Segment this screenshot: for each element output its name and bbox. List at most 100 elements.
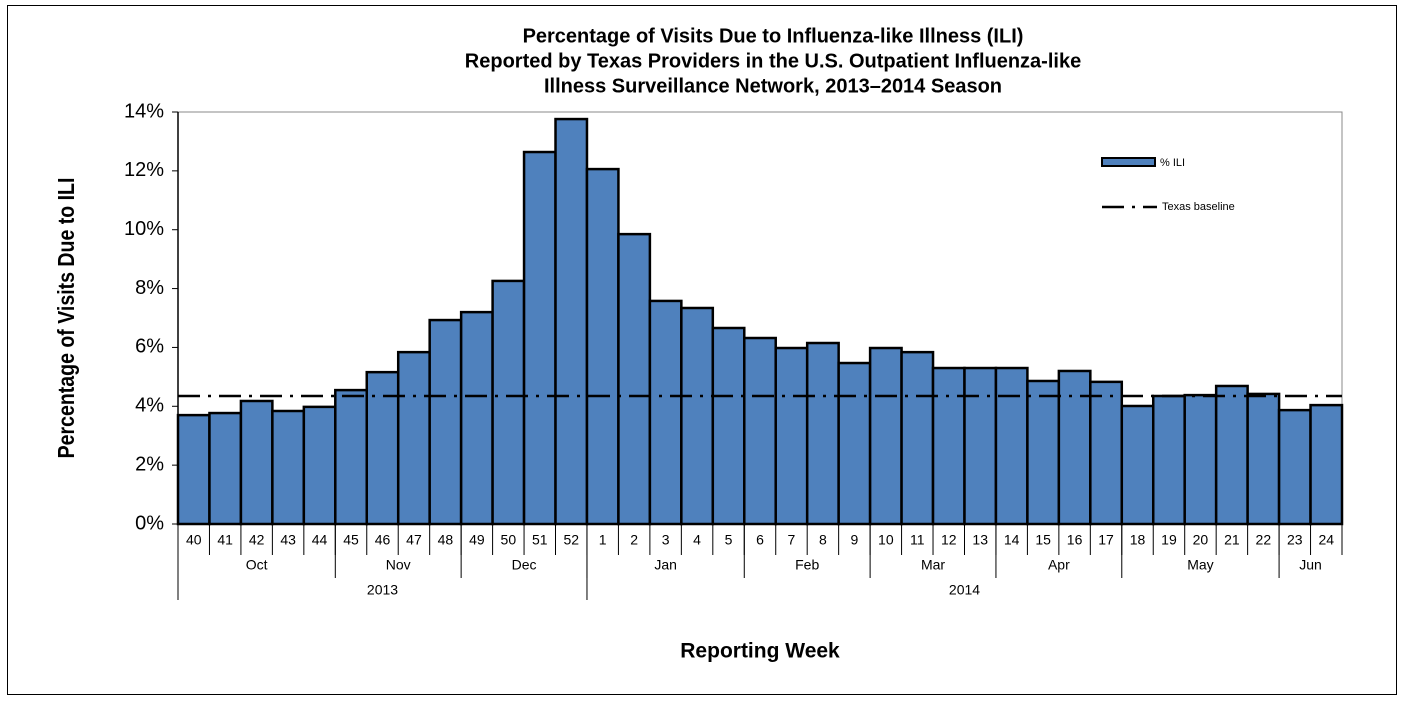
x-tick-label: 13 — [972, 532, 988, 548]
x-tick-label: 46 — [375, 532, 391, 548]
months-label: Nov — [386, 557, 411, 573]
x-tick-label: 18 — [1130, 532, 1146, 548]
x-tick-label: 41 — [217, 532, 233, 548]
x-tick-label: 42 — [249, 532, 265, 548]
bar — [334, 388, 369, 526]
y-tick-label: 10% — [124, 218, 164, 240]
bar — [994, 366, 1029, 526]
x-tick-label: 6 — [756, 532, 764, 548]
y-tick-label: 2% — [135, 453, 164, 475]
months-label: Jan — [654, 557, 677, 573]
y-tick-label: 12% — [124, 159, 164, 181]
x-tick-label: 9 — [850, 532, 858, 548]
bar — [743, 336, 777, 526]
months-label: May — [1187, 557, 1213, 573]
x-tick-label: 11 — [910, 532, 925, 548]
x-tick-label: 5 — [725, 532, 733, 548]
legend-label: Texas baseline — [1162, 201, 1235, 213]
x-tick-label: 24 — [1318, 532, 1334, 548]
x-tick-label: 47 — [406, 532, 422, 548]
x-tick-label: 3 — [662, 532, 670, 548]
x-tick-label: 16 — [1067, 532, 1083, 548]
bar — [1214, 384, 1249, 526]
y-tick-label: 4% — [135, 395, 164, 417]
y-tick-label: 6% — [135, 336, 164, 358]
x-tick-label: 10 — [878, 532, 894, 548]
bar — [396, 350, 431, 526]
bar — [176, 413, 211, 526]
x-tick-label: 20 — [1193, 532, 1209, 548]
x-tick-label: 52 — [563, 532, 579, 548]
bar — [428, 318, 463, 526]
chart-title: Reported by Texas Providers in the U.S. … — [465, 50, 1081, 72]
bar — [271, 409, 306, 526]
bar — [302, 405, 337, 526]
x-tick-label: 48 — [438, 532, 454, 548]
bar — [1151, 394, 1186, 526]
bar — [868, 346, 903, 526]
bar — [711, 326, 746, 526]
legend-swatch — [1101, 157, 1156, 167]
bar — [1309, 403, 1344, 526]
bar — [1089, 380, 1124, 526]
x-tick-label: 14 — [1004, 532, 1020, 548]
x-tick-label: 44 — [312, 532, 328, 548]
x-tick-label: 8 — [819, 532, 827, 548]
x-tick-label: 45 — [343, 532, 359, 548]
bar — [1183, 393, 1218, 526]
y-tick-label: 0% — [135, 512, 164, 534]
y-tick-label: 14% — [124, 100, 164, 122]
months-label: Mar — [921, 557, 945, 573]
x-tick-label: 4 — [693, 532, 701, 548]
bar — [522, 150, 557, 526]
chart-title: Percentage of Visits Due to Influenza-li… — [523, 25, 1024, 47]
x-tick-label: 49 — [469, 532, 485, 548]
x-tick-label: 21 — [1224, 532, 1240, 548]
x-tick-label: 7 — [788, 532, 796, 548]
legend-label: % ILI — [1160, 157, 1185, 169]
x-axis-title: Reporting Week — [680, 640, 840, 663]
y-axis-title: Percentage of Visits Due to ILI — [54, 178, 80, 459]
x-tick-label: 22 — [1256, 532, 1272, 548]
years-label: 2014 — [949, 582, 980, 598]
bar — [365, 370, 400, 526]
chart-title: Illness Surveillance Network, 2013–2014 … — [544, 75, 1002, 97]
bar — [931, 366, 966, 526]
x-tick-label: 43 — [280, 532, 296, 548]
bar — [805, 341, 840, 526]
x-tick-label: 2 — [630, 532, 638, 548]
bar — [239, 399, 274, 526]
bar — [459, 310, 494, 526]
months-label: Dec — [512, 557, 537, 573]
bar — [491, 279, 526, 526]
months-label: Jun — [1299, 557, 1322, 573]
bar — [1246, 392, 1281, 526]
bar — [963, 366, 998, 526]
months-label: Oct — [246, 557, 268, 573]
bar — [837, 361, 872, 526]
months-label: Apr — [1048, 557, 1070, 573]
bar — [774, 346, 809, 526]
bar — [900, 350, 935, 526]
x-tick-label: 51 — [532, 532, 548, 548]
bar — [1026, 379, 1061, 526]
bar — [648, 299, 683, 526]
y-tick-label: 8% — [135, 277, 164, 299]
x-tick-label: 23 — [1287, 532, 1303, 548]
months-label: Feb — [795, 557, 819, 573]
years-label: 2013 — [367, 582, 398, 598]
bar — [1057, 369, 1092, 526]
bar — [680, 306, 715, 526]
bar — [617, 232, 652, 526]
bar — [1277, 408, 1312, 526]
x-tick-label: 15 — [1035, 532, 1051, 548]
x-tick-label: 12 — [941, 532, 957, 548]
x-tick-label: 19 — [1161, 532, 1177, 548]
x-tick-label: 17 — [1098, 532, 1114, 548]
x-tick-label: 40 — [186, 532, 202, 548]
bar — [208, 411, 243, 526]
bar — [554, 117, 589, 526]
bar — [1120, 404, 1155, 526]
bar — [585, 167, 620, 526]
